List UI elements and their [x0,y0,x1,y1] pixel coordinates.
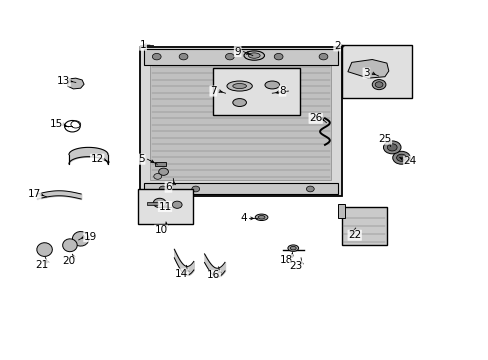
Polygon shape [62,239,77,252]
Text: 16: 16 [207,270,220,280]
Bar [341,207,386,245]
Text: 19: 19 [83,232,97,242]
Circle shape [158,168,168,175]
Ellipse shape [232,99,246,107]
Polygon shape [37,243,52,256]
Circle shape [383,141,400,154]
Ellipse shape [232,84,246,89]
Polygon shape [347,59,388,78]
Circle shape [374,82,382,87]
Text: 17: 17 [28,189,41,199]
Polygon shape [72,231,89,246]
Text: 2: 2 [333,41,340,51]
Text: 7: 7 [209,86,216,96]
Bar [341,45,411,98]
Polygon shape [67,78,84,89]
Bar [155,162,165,166]
Ellipse shape [255,214,267,221]
Circle shape [319,53,327,60]
Text: 1: 1 [140,40,146,50]
Circle shape [153,198,165,208]
Ellipse shape [258,216,264,219]
Text: 10: 10 [154,225,167,235]
Text: 11: 11 [158,202,171,212]
Text: 9: 9 [234,46,241,57]
Bar [143,49,337,65]
Text: 22: 22 [347,230,361,240]
Circle shape [152,53,161,60]
Text: 14: 14 [175,269,188,279]
Text: 3: 3 [363,68,369,78]
Text: 6: 6 [165,182,171,192]
Circle shape [179,53,187,60]
Text: 15: 15 [50,119,63,129]
Text: 18: 18 [279,255,292,265]
Text: 8: 8 [279,86,285,96]
Circle shape [396,154,406,161]
Circle shape [225,53,234,60]
Circle shape [172,201,182,208]
Bar [150,63,330,180]
Circle shape [191,186,199,192]
Text: 5: 5 [138,154,144,164]
Bar [212,68,299,116]
Bar [147,202,158,205]
Text: 4: 4 [240,213,246,223]
Text: 24: 24 [403,156,416,166]
Text: 12: 12 [90,154,103,164]
Ellipse shape [248,53,260,58]
Ellipse shape [287,245,298,251]
Bar [140,47,341,196]
Circle shape [306,186,314,192]
Text: 26: 26 [308,113,322,123]
Text: 13: 13 [57,76,70,86]
Bar [138,189,193,224]
Bar [143,183,337,194]
Circle shape [159,186,166,192]
Bar [337,204,345,218]
Circle shape [274,53,283,60]
Ellipse shape [264,81,279,89]
Circle shape [392,151,409,164]
Circle shape [154,174,161,179]
Text: 25: 25 [378,134,391,144]
Text: 20: 20 [62,256,75,266]
Ellipse shape [226,81,252,91]
Text: 21: 21 [35,260,48,270]
Ellipse shape [244,51,264,60]
Circle shape [386,144,396,151]
Text: 23: 23 [289,261,302,271]
Ellipse shape [290,246,296,250]
Circle shape [371,80,385,90]
